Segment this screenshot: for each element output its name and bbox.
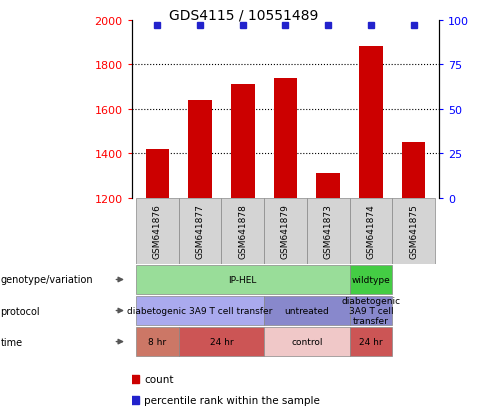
Text: time: time	[0, 337, 22, 347]
Text: count: count	[144, 374, 174, 384]
Text: untreated: untreated	[285, 306, 329, 315]
Text: GSM641876: GSM641876	[153, 204, 162, 259]
Bar	[136, 296, 264, 325]
Bar	[264, 327, 349, 356]
Text: IP-HEL: IP-HEL	[228, 275, 257, 284]
Text: 24 hr: 24 hr	[359, 337, 383, 346]
Bar	[222, 198, 264, 264]
Bar	[188, 100, 212, 198]
Text: GSM641878: GSM641878	[238, 204, 247, 259]
Bar	[179, 198, 222, 264]
Bar	[359, 47, 383, 198]
Bar	[145, 150, 169, 198]
Bar	[136, 265, 349, 295]
Text: GSM641873: GSM641873	[324, 204, 333, 259]
Bar	[264, 296, 349, 325]
Text: GSM641874: GSM641874	[366, 204, 375, 259]
Text: control: control	[291, 337, 323, 346]
Bar	[274, 78, 297, 198]
Bar	[136, 198, 179, 264]
Bar	[307, 198, 349, 264]
Bar	[349, 296, 392, 325]
Bar	[231, 85, 255, 198]
Text: GDS4115 / 10551489: GDS4115 / 10551489	[169, 8, 319, 22]
Bar	[264, 198, 307, 264]
Text: genotype/variation: genotype/variation	[0, 275, 93, 285]
Text: GSM641879: GSM641879	[281, 204, 290, 259]
Text: percentile rank within the sample: percentile rank within the sample	[144, 395, 320, 405]
Text: 24 hr: 24 hr	[210, 337, 233, 346]
Text: wildtype: wildtype	[351, 275, 390, 284]
Text: GSM641875: GSM641875	[409, 204, 418, 259]
Text: 8 hr: 8 hr	[148, 337, 166, 346]
Text: GSM641877: GSM641877	[196, 204, 204, 259]
Bar	[402, 143, 426, 198]
Bar	[349, 327, 392, 356]
Bar	[392, 198, 435, 264]
Bar	[316, 174, 340, 198]
Text: protocol: protocol	[0, 306, 40, 316]
Bar	[349, 265, 392, 295]
Text: diabetogenic 3A9 T cell transfer: diabetogenic 3A9 T cell transfer	[127, 306, 273, 315]
Bar	[136, 327, 179, 356]
Bar	[349, 198, 392, 264]
Text: diabetogenic
3A9 T cell
transfer: diabetogenic 3A9 T cell transfer	[341, 297, 401, 325]
Bar	[179, 327, 264, 356]
